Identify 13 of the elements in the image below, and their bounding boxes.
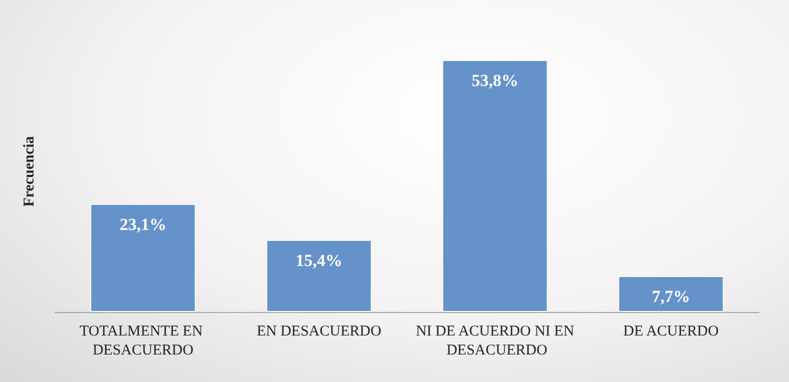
bar [442, 60, 548, 312]
x-tick-label: TOTALMENTE EN DESACUERDO [80, 324, 206, 358]
x-tick-label: DE ACUERDO [623, 324, 719, 340]
bar [266, 240, 372, 312]
y-axis-title: Frecuencia [22, 136, 38, 207]
bar [618, 276, 724, 312]
x-tick-label: EN DESACUERDO [256, 324, 382, 340]
data-label: 7,7% [652, 286, 690, 306]
bar [90, 204, 196, 312]
x-tick-label: NI DE ACUERDO NI EN DESACUERDO [416, 324, 574, 358]
data-label: 15,4% [296, 250, 342, 270]
data-label: 53,8% [472, 71, 518, 90]
data-label: 23,1% [120, 214, 166, 234]
